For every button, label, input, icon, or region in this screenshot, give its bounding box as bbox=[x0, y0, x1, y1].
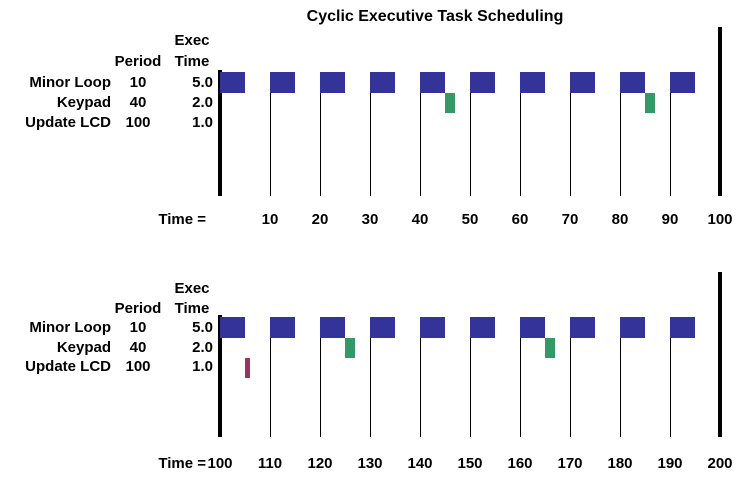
timeline-tick-line bbox=[519, 338, 521, 437]
timeline-tick-line bbox=[569, 93, 571, 196]
time-header: Time bbox=[174, 53, 210, 70]
task-exec-time-value: 5.0 bbox=[192, 74, 213, 91]
task-name-label: Update LCD bbox=[25, 114, 111, 131]
tick-label: 130 bbox=[357, 455, 383, 472]
tick-label: 200 bbox=[707, 455, 733, 472]
tick-label: 120 bbox=[307, 455, 333, 472]
task-execution-bar bbox=[370, 317, 395, 338]
task-period-value: 40 bbox=[129, 339, 147, 356]
task-execution-bar bbox=[220, 72, 245, 93]
timeline-tick-line bbox=[519, 93, 521, 196]
period-header: Period bbox=[114, 300, 162, 317]
timeline-tick-line bbox=[669, 338, 671, 437]
time-axis-label: Time = bbox=[158, 455, 206, 472]
tick-label: 60 bbox=[511, 211, 529, 228]
task-exec-time-value: 2.0 bbox=[192, 339, 213, 356]
tick-label: 40 bbox=[411, 211, 429, 228]
timeline-tick-line bbox=[319, 93, 321, 196]
task-name-label: Keypad bbox=[56, 339, 111, 356]
tick-label: 30 bbox=[361, 211, 379, 228]
task-execution-bar bbox=[570, 72, 595, 93]
timeline-tick-line bbox=[419, 338, 421, 437]
task-execution-bar bbox=[620, 317, 645, 338]
tick-label: 140 bbox=[407, 455, 433, 472]
tick-label: 50 bbox=[461, 211, 479, 228]
task-execution-bar bbox=[270, 72, 295, 93]
task-execution-bar bbox=[370, 72, 395, 93]
tick-label: 80 bbox=[611, 211, 629, 228]
timeline-tick-line bbox=[319, 338, 321, 437]
timeline-tick-line bbox=[369, 338, 371, 437]
task-period-value: 10 bbox=[129, 319, 147, 336]
task-execution-bar bbox=[320, 72, 345, 93]
task-period-value: 40 bbox=[129, 94, 147, 111]
task-execution-bar bbox=[570, 317, 595, 338]
diagram-title: Cyclic Executive Task Scheduling bbox=[306, 8, 564, 25]
task-name-label: Minor Loop bbox=[29, 74, 111, 91]
task-execution-bar bbox=[620, 72, 645, 93]
task-execution-bar bbox=[670, 317, 695, 338]
tick-label: 190 bbox=[657, 455, 683, 472]
task-exec-time-value: 1.0 bbox=[192, 114, 213, 131]
exec-header: Exec bbox=[174, 280, 210, 297]
tick-label: 10 bbox=[261, 211, 279, 228]
timeline-tick-line bbox=[669, 93, 671, 196]
task-exec-time-value: 5.0 bbox=[192, 319, 213, 336]
timeline-start-axis-line bbox=[218, 315, 222, 437]
timeline-tick-line bbox=[369, 93, 371, 196]
exec-header: Exec bbox=[174, 32, 210, 49]
task-period-value: 10 bbox=[129, 74, 147, 91]
tick-label: 100 bbox=[707, 211, 733, 228]
time-header: Time bbox=[174, 300, 210, 317]
tick-label: 180 bbox=[607, 455, 633, 472]
tick-label: 70 bbox=[561, 211, 579, 228]
timeline-tick-line bbox=[619, 93, 621, 196]
task-exec-time-value: 2.0 bbox=[192, 94, 213, 111]
task-execution-bar bbox=[245, 358, 250, 378]
task-period-value: 100 bbox=[125, 114, 151, 131]
task-execution-bar bbox=[345, 337, 355, 358]
tick-label: 160 bbox=[507, 455, 533, 472]
task-execution-bar bbox=[470, 72, 495, 93]
tick-label: 90 bbox=[661, 211, 679, 228]
task-name-label: Update LCD bbox=[25, 358, 111, 375]
timeline-tick-line bbox=[569, 338, 571, 437]
task-execution-bar bbox=[470, 317, 495, 338]
timeline-tick-line bbox=[419, 93, 421, 196]
time-axis-label: Time = bbox=[158, 211, 206, 228]
timeline-end-axis-line bbox=[718, 272, 722, 437]
task-execution-bar bbox=[520, 317, 545, 338]
period-header: Period bbox=[114, 53, 162, 70]
timeline-start-axis-line bbox=[218, 70, 222, 196]
task-execution-bar bbox=[445, 92, 455, 113]
task-name-label: Keypad bbox=[56, 94, 111, 111]
task-exec-time-value: 1.0 bbox=[192, 358, 213, 375]
task-execution-bar bbox=[320, 317, 345, 338]
timeline-tick-line bbox=[469, 93, 471, 196]
task-execution-bar bbox=[270, 317, 295, 338]
task-execution-bar bbox=[545, 337, 555, 358]
task-execution-bar bbox=[670, 72, 695, 93]
timeline-tick-line bbox=[469, 338, 471, 437]
task-execution-bar bbox=[220, 317, 245, 338]
tick-label: 110 bbox=[257, 455, 283, 472]
timeline-end-axis-line bbox=[718, 27, 722, 196]
tick-label: 20 bbox=[311, 211, 329, 228]
task-execution-bar bbox=[645, 92, 655, 113]
timeline-tick-line bbox=[619, 338, 621, 437]
timeline-tick-line bbox=[269, 338, 271, 437]
task-execution-bar bbox=[420, 72, 445, 93]
timeline-tick-line bbox=[269, 93, 271, 196]
tick-label: 150 bbox=[457, 455, 483, 472]
tick-label: 100 bbox=[207, 455, 233, 472]
task-execution-bar bbox=[420, 317, 445, 338]
task-period-value: 100 bbox=[125, 358, 151, 375]
task-execution-bar bbox=[520, 72, 545, 93]
tick-label: 170 bbox=[557, 455, 583, 472]
task-name-label: Minor Loop bbox=[29, 319, 111, 336]
